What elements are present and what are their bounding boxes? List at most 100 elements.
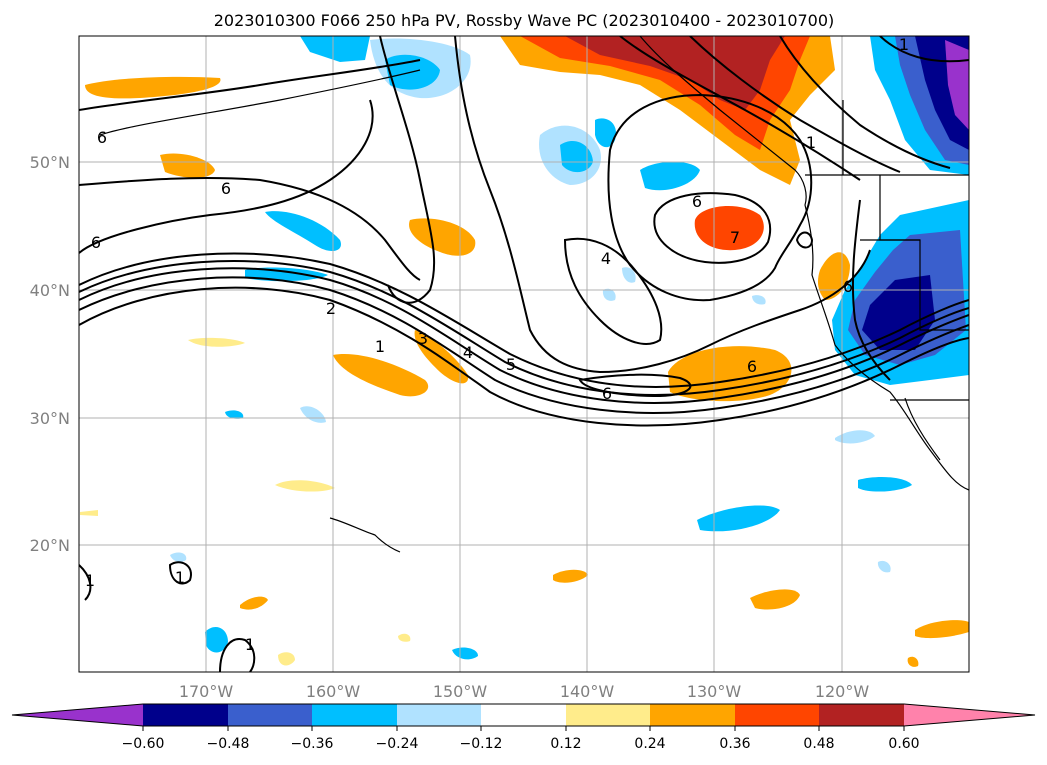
aleutian-islands: [99, 69, 421, 136]
lon-label: 140°W: [560, 682, 615, 701]
colorbar-segment: [397, 704, 481, 726]
colorbar-tick-label: 0.48: [803, 736, 834, 752]
pv-negative-region: [835, 430, 875, 444]
pv-positive-region: [907, 656, 919, 667]
contour-line: [79, 260, 969, 396]
contour-line: [653, 192, 772, 264]
colorbar-tick-label: 0.12: [550, 736, 581, 752]
map-panel: 6 6 6 2 1 3 4 5 6 4 6 7 6 1 1 6 1 1 1: [78, 35, 970, 673]
contour-label: 2: [326, 299, 336, 318]
pv-positive-region: [160, 153, 215, 178]
pv-negative-region: [265, 211, 341, 252]
pv-negative-region: [170, 552, 187, 562]
contour-line: [607, 93, 813, 302]
pv-positive-region: [333, 354, 429, 397]
pv-negative-region: [622, 267, 636, 283]
pv-positive-region: [409, 218, 476, 256]
contour-label: 6: [747, 357, 757, 376]
pv-positive-region: [240, 596, 268, 610]
pv-negative-region: [205, 627, 228, 653]
pv-negative-region: [752, 295, 766, 305]
contour-labels: 6 6 6 2 1 3 4 5 6 4 6 7 6 1 1 6 1 1 1: [85, 35, 909, 654]
pv-negative-region: [945, 40, 969, 130]
colorbar-segment: [143, 704, 228, 726]
contour-line: [219, 638, 256, 672]
pv-negative-region: [862, 275, 935, 350]
contour-label: 6: [602, 384, 612, 403]
contour-line: [79, 99, 374, 254]
contour-label: 1: [375, 337, 385, 356]
colorbar-tick-label: −0.60: [122, 736, 165, 752]
hawaiian-islands: [329, 517, 401, 553]
pv-negative-region: [602, 288, 616, 301]
baja-coast: [904, 397, 941, 461]
contour-line: [79, 286, 969, 427]
pv-positive-region: [915, 620, 969, 639]
contour-label: 1: [175, 568, 185, 587]
contour-line: [79, 252, 969, 388]
colorbar-segment: [904, 704, 1035, 726]
colorbar-tick-label: 0.24: [634, 736, 665, 752]
pv-negative-region: [225, 410, 244, 419]
north-america-coast: [639, 36, 969, 491]
contour-label: 6: [692, 192, 702, 211]
state-border: [860, 239, 969, 331]
map-background: [79, 36, 969, 672]
contour-label: 6: [221, 179, 231, 198]
contour-line: [79, 267, 969, 404]
contour-line: [79, 176, 421, 281]
colorbar-tick-label: 0.60: [888, 736, 919, 752]
colorbar-segment: [819, 704, 904, 726]
contour-label: 1: [899, 35, 909, 54]
contour-line: [795, 231, 814, 249]
colorbar-segment: [481, 704, 566, 726]
pv-positive-region: [188, 337, 245, 347]
contour-line: [619, 36, 861, 181]
colorbar-tick-label: −0.36: [291, 736, 334, 752]
contour-label: 6: [91, 233, 101, 252]
pv-positive-region: [565, 36, 785, 110]
contour-line: [379, 36, 436, 304]
pv-negative-region: [560, 141, 593, 173]
contour-label: 7: [730, 228, 740, 247]
colorbar-segment: [650, 704, 735, 726]
pv-positive-region: [694, 205, 764, 251]
pv-negative-region: [300, 406, 326, 423]
pv-positive-region: [750, 589, 800, 610]
colorbar-segment: [735, 704, 819, 726]
contour-line: [454, 36, 871, 374]
pv-negative-region: [877, 560, 891, 573]
colorbar-segment: [566, 704, 650, 726]
lon-label: 160°W: [306, 682, 361, 701]
contour-label: 1: [85, 571, 95, 590]
rossby-wave-contours: [79, 36, 969, 672]
longitude-labels: 170°W 160°W 150°W 140°W 130°W 120°W: [179, 682, 870, 701]
pv-positive-region: [553, 569, 588, 583]
lat-label: 30°N: [30, 409, 70, 428]
contour-line: [79, 59, 421, 111]
contour-line: [689, 36, 901, 173]
pv-shading: [80, 36, 969, 667]
colorbar-tick-label: −0.48: [207, 736, 250, 752]
colorbar-segment: [228, 704, 312, 726]
lon-label: 120°W: [815, 682, 870, 701]
colorbar-tick-label: 0.36: [719, 736, 750, 752]
lat-label: 40°N: [30, 281, 70, 300]
pv-negative-region: [858, 477, 912, 492]
contour-label: 1: [245, 635, 255, 654]
coastlines: [99, 36, 969, 553]
pv-positive-region: [278, 652, 295, 666]
contour-line: [79, 276, 969, 414]
colorbar-tick-label: −0.12: [460, 736, 503, 752]
pv-negative-region: [640, 161, 700, 191]
pv-positive-region: [398, 633, 411, 642]
contour-line: [578, 373, 692, 398]
contour-label: 3: [418, 329, 428, 348]
contour-line: [779, 36, 951, 169]
lat-label: 20°N: [30, 536, 70, 555]
contour-line: [879, 36, 969, 63]
pv-positive-region: [275, 480, 335, 492]
pv-positive-region: [80, 510, 98, 516]
colorbar-segment: [312, 704, 397, 726]
contour-line: [563, 237, 663, 345]
